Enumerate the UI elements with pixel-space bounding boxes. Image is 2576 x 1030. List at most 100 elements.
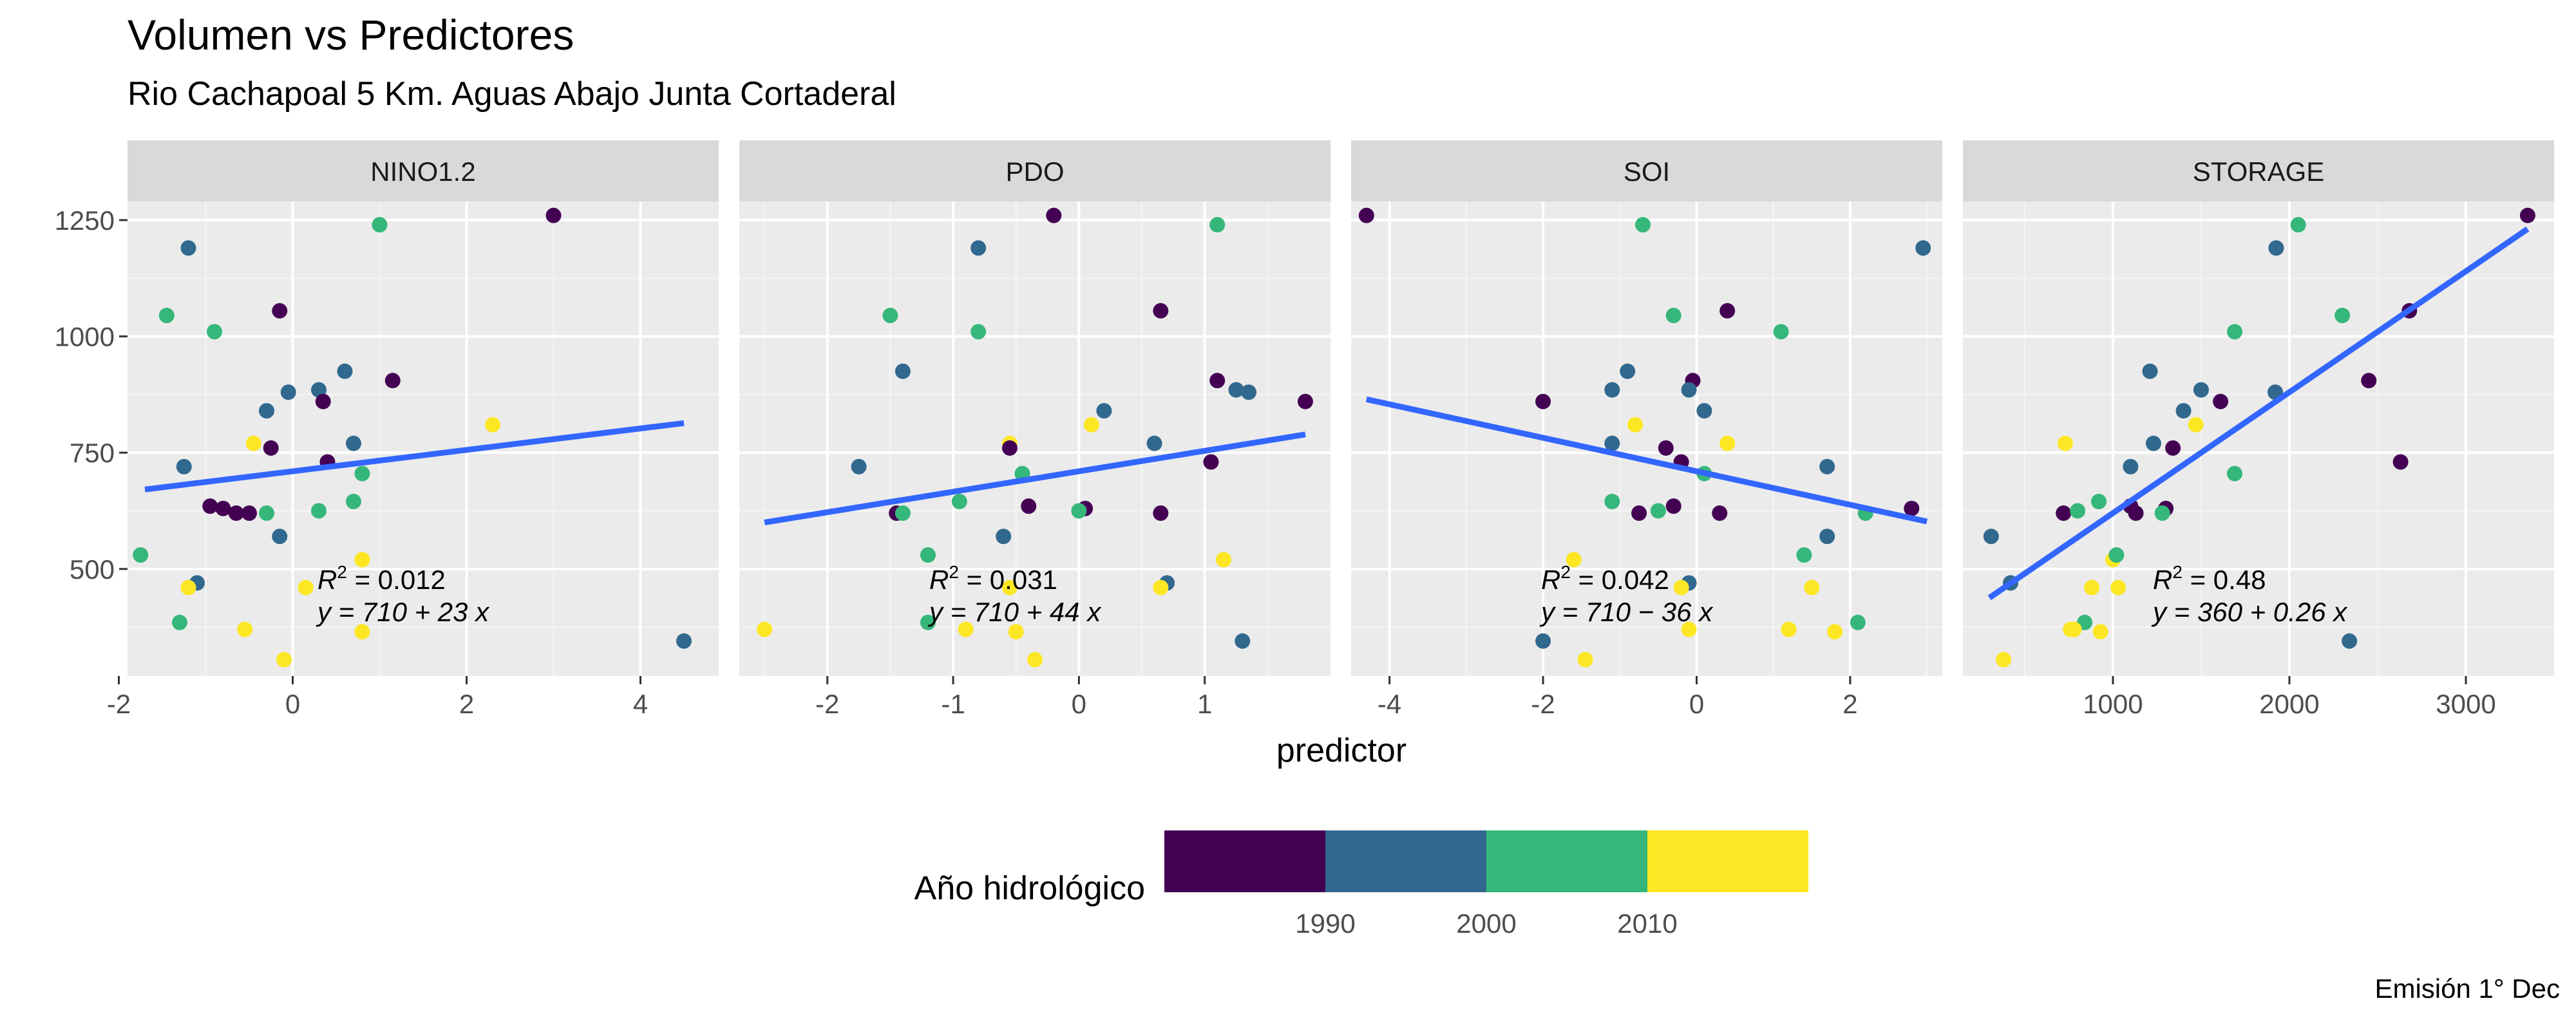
x-tick-label: 4: [633, 689, 648, 719]
data-point: [1604, 494, 1620, 510]
chart-subtitle: Rio Cachapoal 5 Km. Aguas Abajo Junta Co…: [128, 75, 896, 113]
data-point: [2392, 454, 2409, 470]
data-point: [2175, 403, 2192, 419]
data-point: [2142, 363, 2158, 379]
facet-strip-label: PDO: [1005, 156, 1064, 187]
data-point: [2084, 579, 2100, 595]
data-point: [2227, 465, 2243, 482]
r2-annotation: R2 = 0.48: [2153, 562, 2266, 595]
data-point: [2092, 624, 2108, 640]
data-point: [958, 621, 974, 637]
data-point: [2123, 458, 2139, 474]
data-point: [895, 363, 911, 379]
legend-break-label: 1990: [1295, 908, 1355, 939]
data-point: [354, 465, 370, 482]
data-point: [2165, 440, 2181, 456]
data-point: [1001, 579, 1018, 595]
data-point: [2334, 308, 2351, 324]
data-point: [676, 633, 692, 649]
legend-swatch: [1164, 830, 1325, 892]
data-point: [1681, 621, 1697, 637]
data-point: [228, 505, 244, 521]
data-point: [1215, 552, 1231, 568]
data-point: [1719, 303, 1736, 319]
data-point: [2290, 217, 2306, 233]
data-point: [215, 500, 231, 516]
data-point: [311, 503, 327, 519]
equation-annotation: y = 360 + 0.26 x: [2151, 597, 2348, 627]
data-point: [263, 440, 279, 456]
data-point: [971, 240, 987, 256]
data-point: [1604, 382, 1620, 398]
data-point: [1819, 529, 1835, 545]
panel-background: [1351, 201, 1942, 676]
data-point: [337, 363, 353, 379]
data-point: [1620, 363, 1636, 379]
regression-line: [1987, 226, 2530, 601]
chart-title: Volumen vs Predictores: [128, 11, 574, 59]
facet-strip: [1351, 140, 1942, 201]
data-point: [2070, 503, 2086, 519]
data-point: [1983, 529, 1999, 545]
data-point: [1904, 500, 1920, 516]
facet-strip: [1963, 140, 2554, 201]
data-point: [851, 458, 867, 474]
data-point: [1577, 651, 1593, 668]
data-point: [1153, 303, 1169, 319]
equation-annotation: y = 710 + 44 x: [927, 597, 1102, 627]
x-tick-label: -2: [1531, 689, 1555, 719]
data-point: [1297, 393, 1313, 409]
data-point: [2108, 547, 2125, 563]
data-point: [1046, 207, 1062, 223]
data-point: [1850, 614, 1866, 630]
equation-annotation: y = 710 + 23 x: [316, 597, 490, 627]
data-point: [757, 621, 773, 637]
data-point: [259, 403, 274, 419]
data-point: [372, 217, 388, 233]
data-point: [2227, 324, 2243, 340]
x-tick-label: 0: [1072, 689, 1086, 719]
data-point: [2361, 373, 2377, 389]
data-point: [298, 579, 314, 595]
x-tick-label: 2000: [2259, 689, 2319, 719]
data-point: [133, 547, 149, 563]
data-point: [2519, 207, 2535, 223]
data-point: [1001, 440, 1018, 456]
data-point: [1008, 624, 1024, 640]
x-tick-label: 0: [285, 689, 300, 719]
legend-swatch: [1647, 830, 1808, 892]
data-point: [2188, 417, 2204, 433]
data-point: [202, 498, 218, 514]
data-point: [1719, 435, 1736, 451]
data-point: [1665, 308, 1681, 324]
regression-line: [144, 420, 685, 492]
data-point: [276, 651, 292, 668]
data-point: [384, 373, 401, 389]
facet-strip: [128, 140, 719, 201]
data-point: [346, 494, 361, 510]
data-point: [158, 308, 175, 324]
y-tick-label: 1250: [55, 205, 115, 236]
regression-line: [1365, 396, 1928, 525]
legend-swatch: [1486, 830, 1647, 892]
data-point: [2110, 579, 2126, 595]
data-point: [1827, 624, 1843, 640]
x-tick-label: 3000: [2436, 689, 2496, 719]
facet-strip: [739, 140, 1331, 201]
data-point: [882, 308, 898, 324]
data-point: [2066, 621, 2082, 637]
data-point: [1650, 503, 1666, 519]
panel-background: [128, 201, 719, 676]
facet-strip-label: STORAGE: [2193, 156, 2325, 187]
data-point: [951, 494, 967, 510]
data-point: [1535, 393, 1551, 409]
x-tick-label: 0: [1689, 689, 1704, 719]
data-point: [1153, 505, 1169, 521]
data-point: [245, 435, 261, 451]
data-point: [2213, 393, 2229, 409]
data-point: [1203, 454, 1219, 470]
data-point: [1083, 417, 1099, 433]
data-point: [346, 435, 361, 451]
data-point: [315, 393, 331, 409]
